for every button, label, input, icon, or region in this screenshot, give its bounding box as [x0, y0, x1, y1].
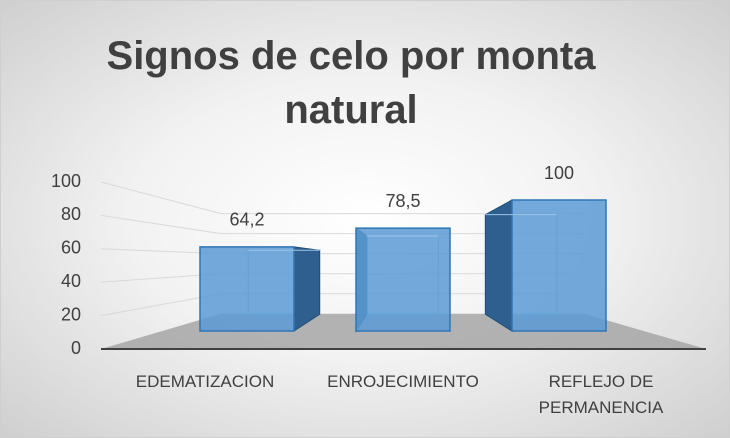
x-tick-label: ENROJECIMIENTO: [327, 372, 479, 391]
bar-front: [355, 227, 451, 332]
chart-title: Signos de celo por monta natural: [106, 34, 596, 132]
y-tick-label: 100: [51, 171, 81, 191]
value-label: 100: [544, 163, 574, 183]
grid-line: [100, 181, 584, 215]
value-label: 78,5: [385, 191, 420, 211]
bar: [355, 227, 451, 333]
bar-front: [199, 246, 295, 332]
y-tick-label: 60: [61, 238, 81, 258]
y-tick-label: 40: [61, 271, 81, 291]
grid-line: [100, 214, 584, 235]
bar-front: [511, 199, 607, 332]
y-tick-label: 0: [71, 338, 81, 358]
value-label: 64,2: [229, 210, 264, 230]
x-tick-label: REFLEJO DE PERMANENCIA: [538, 372, 664, 417]
bar: [484, 199, 607, 332]
y-tick-label: 80: [61, 204, 81, 224]
bar-side: [484, 199, 513, 332]
x-tick-label: EDEMATIZACION: [135, 372, 275, 391]
y-tick-label: 20: [61, 304, 81, 324]
bar: [199, 246, 321, 332]
